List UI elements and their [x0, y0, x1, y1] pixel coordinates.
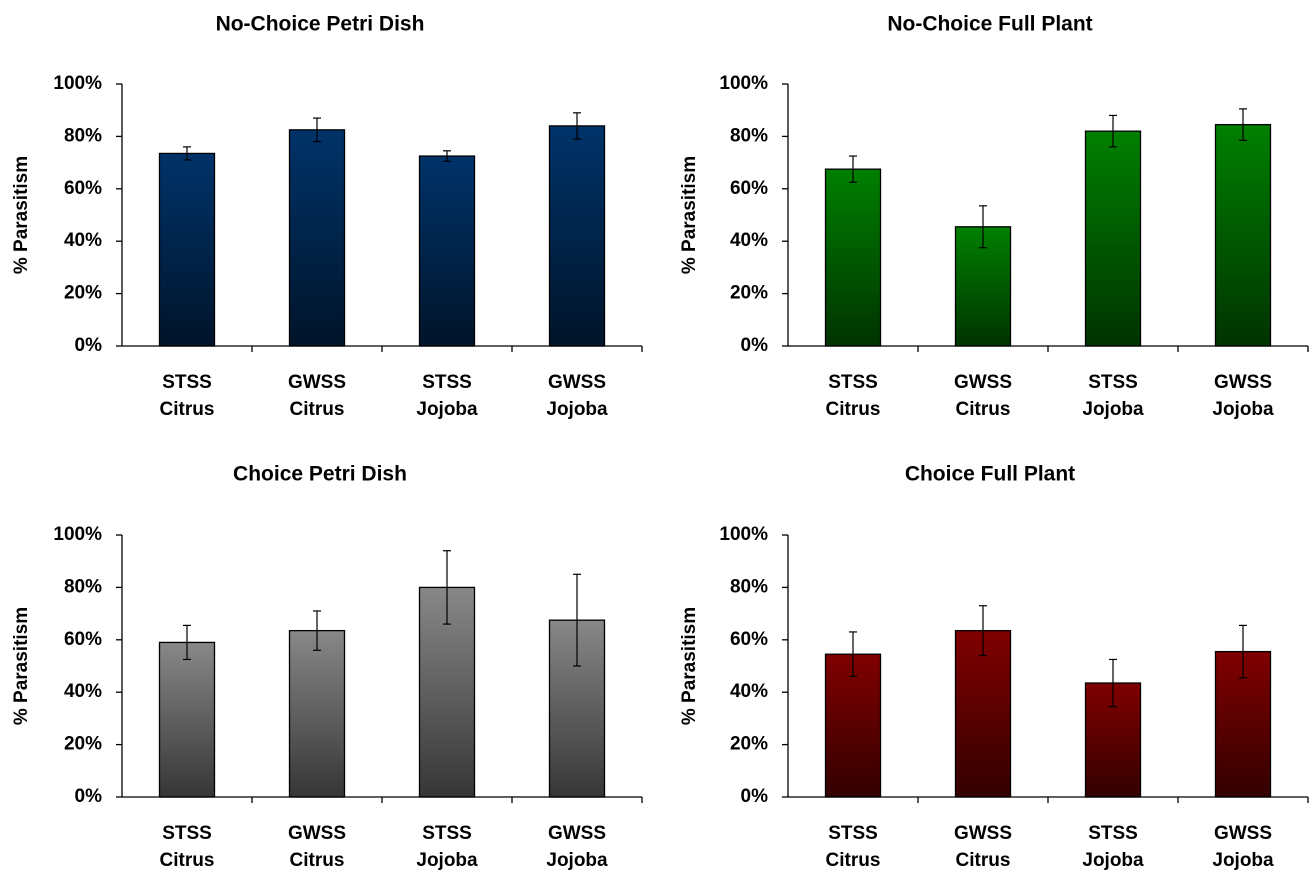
chart-title: No-Choice Full Plant: [887, 13, 1092, 36]
chart: No-Choice Full Plant % Parasitism 0% 20% 40%…: [679, 13, 1309, 420]
x-tick-label: GWSS: [1214, 372, 1272, 393]
x-tick-label: Jojoba: [1082, 399, 1144, 420]
x-tick-label: STSS: [1088, 372, 1138, 393]
y-tick-label: 60%: [730, 629, 768, 650]
y-tick-label: 40%: [64, 230, 102, 251]
y-tick-label: 20%: [64, 734, 102, 755]
error-bar: [849, 155, 857, 183]
x-tick-label: STSS: [422, 823, 472, 844]
error-bar: [979, 605, 987, 657]
error-bar: [1239, 624, 1247, 679]
x-tick-label: Jojoba: [416, 850, 478, 871]
y-tick-label: 20%: [730, 283, 768, 304]
y-axis-label: % Parasitism: [11, 607, 32, 725]
error-bar: [849, 631, 857, 678]
x-tick-label: STSS: [162, 372, 212, 393]
x-tick-label: Citrus: [290, 850, 345, 871]
y-tick-label: 40%: [730, 230, 768, 251]
chart: No-Choice Petri Dish % Parasitism 0% 20% 40%…: [11, 13, 643, 420]
x-tick-label: Jojoba: [1212, 850, 1274, 871]
y-tick-label: 60%: [64, 629, 102, 650]
y-axis-label: % Parasitism: [11, 156, 32, 274]
x-tick-label: STSS: [828, 823, 878, 844]
bar: [288, 629, 346, 798]
x-tick-label: Jojoba: [546, 399, 608, 420]
error-bar: [183, 624, 191, 661]
y-tick-label: 60%: [730, 178, 768, 199]
x-tick-label: STSS: [422, 372, 472, 393]
y-tick-label: 20%: [64, 283, 102, 304]
error-bar: [1109, 114, 1117, 148]
error-bar: [183, 146, 191, 161]
x-tick-label: GWSS: [288, 372, 346, 393]
y-tick-label: 40%: [730, 681, 768, 702]
bar: [824, 168, 882, 347]
x-tick-label: STSS: [1088, 823, 1138, 844]
error-bar: [1109, 658, 1117, 708]
x-tick-label: STSS: [828, 372, 878, 393]
error-bar: [979, 205, 987, 249]
error-bar: [443, 150, 451, 162]
x-tick-label: Citrus: [826, 850, 881, 871]
x-tick-label: Citrus: [956, 850, 1011, 871]
bar: [288, 129, 346, 347]
x-tick-label: GWSS: [288, 823, 346, 844]
x-tick-label: Citrus: [826, 399, 881, 420]
chart-title: No-Choice Petri Dish: [216, 13, 425, 36]
x-tick-label: Citrus: [290, 399, 345, 420]
y-tick-label: 0%: [741, 786, 769, 807]
y-tick-label: 80%: [64, 125, 102, 146]
y-tick-label: 100%: [53, 73, 102, 94]
x-tick-label: GWSS: [548, 823, 606, 844]
y-axis-label: % Parasitism: [679, 156, 700, 274]
y-axis-label: % Parasitism: [679, 607, 700, 725]
y-tick-label: 80%: [730, 576, 768, 597]
x-tick-label: Jojoba: [546, 850, 608, 871]
chart-title: Choice Petri Dish: [233, 463, 407, 486]
bar: [158, 641, 216, 798]
x-tick-label: Jojoba: [416, 399, 478, 420]
y-tick-label: 0%: [75, 335, 103, 356]
chart: Choice Full Plant % Parasitism 0% 20% 40% 60%…: [679, 463, 1309, 871]
y-tick-label: 100%: [719, 524, 768, 545]
error-bar: [1239, 108, 1247, 141]
error-bar: [313, 610, 321, 651]
error-bar: [313, 117, 321, 143]
y-tick-label: 100%: [719, 73, 768, 94]
x-tick-label: GWSS: [954, 372, 1012, 393]
bar: [1214, 123, 1272, 347]
y-tick-label: 40%: [64, 681, 102, 702]
bar: [824, 653, 882, 798]
y-tick-label: 80%: [64, 576, 102, 597]
y-tick-label: 20%: [730, 734, 768, 755]
x-tick-label: GWSS: [954, 823, 1012, 844]
x-tick-label: GWSS: [548, 372, 606, 393]
x-tick-label: Citrus: [956, 399, 1011, 420]
error-bar: [573, 573, 581, 667]
error-bar: [443, 550, 451, 625]
chart: Choice Petri Dish % Parasitism 0% 20% 40% 60%…: [11, 463, 643, 871]
bar: [1084, 130, 1142, 347]
y-tick-label: 0%: [75, 786, 103, 807]
x-tick-label: Jojoba: [1212, 399, 1274, 420]
x-tick-label: Citrus: [160, 399, 215, 420]
x-tick-label: Jojoba: [1082, 850, 1144, 871]
y-tick-label: 80%: [730, 125, 768, 146]
y-tick-label: 100%: [53, 524, 102, 545]
bar: [418, 155, 476, 347]
chart-title: Choice Full Plant: [905, 463, 1075, 486]
error-bar: [573, 112, 581, 140]
y-tick-label: 0%: [741, 335, 769, 356]
x-tick-label: STSS: [162, 823, 212, 844]
bar: [158, 152, 216, 347]
x-tick-label: Citrus: [160, 850, 215, 871]
y-tick-label: 60%: [64, 178, 102, 199]
bar: [548, 125, 606, 347]
x-tick-label: GWSS: [1214, 823, 1272, 844]
bar: [954, 629, 1012, 798]
